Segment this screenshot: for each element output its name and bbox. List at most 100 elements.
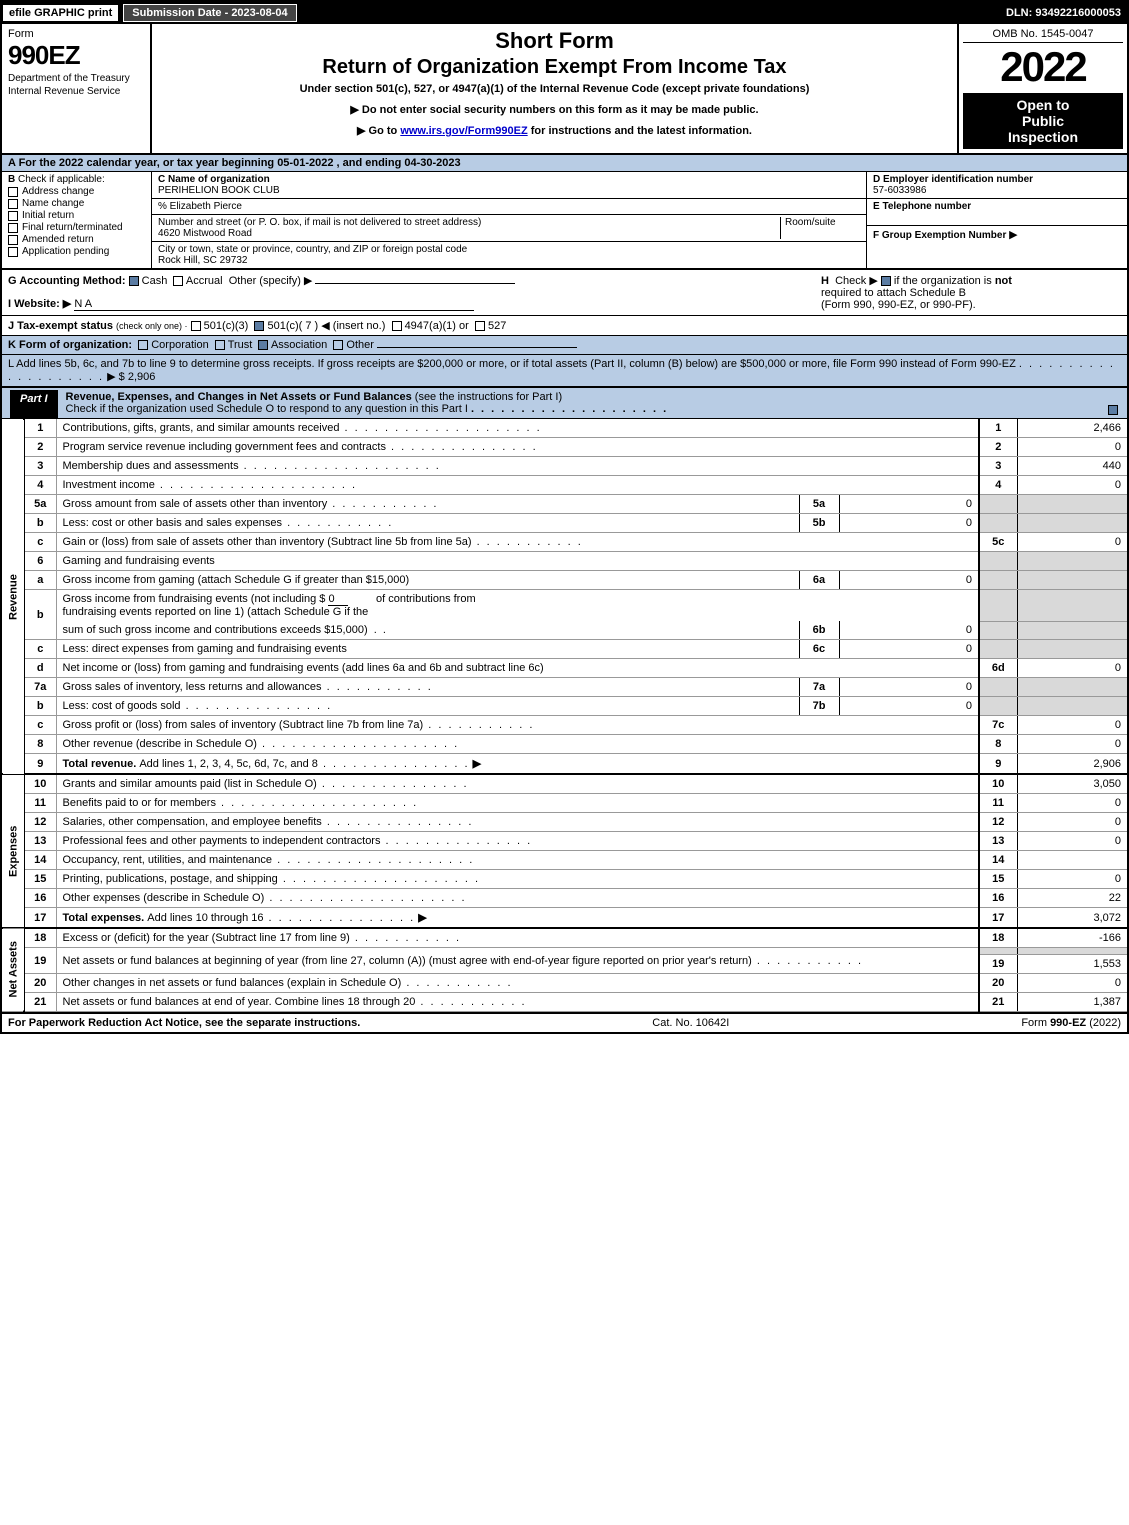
checkbox-accrual[interactable] — [173, 276, 183, 286]
checkbox-cash[interactable] — [129, 276, 139, 286]
checkbox-association[interactable] — [258, 340, 268, 350]
l6c-sv: 0 — [839, 640, 979, 659]
other-specify-field[interactable] — [315, 283, 515, 284]
l20-num: 20 — [24, 974, 56, 993]
line-11: 11 Benefits paid to or for members 11 0 — [2, 794, 1127, 813]
l18-val: -166 — [1017, 928, 1127, 948]
l13-num: 13 — [24, 832, 56, 851]
form-number: 990EZ — [8, 40, 144, 71]
l5a-rn-shaded — [979, 495, 1017, 514]
l4-num: 4 — [24, 476, 56, 495]
footer-right: Form 990-EZ (2022) — [1021, 1017, 1121, 1029]
form-header: Form 990EZ Department of the Treasury In… — [2, 24, 1127, 155]
l8-rn: 8 — [979, 735, 1017, 754]
l14-num: 14 — [24, 851, 56, 870]
l15-num: 15 — [24, 870, 56, 889]
l6b-num: b — [24, 590, 56, 640]
opt-initial-return: Initial return — [22, 210, 74, 221]
l12-num: 12 — [24, 813, 56, 832]
checkbox-4947[interactable] — [392, 321, 402, 331]
line-7b: b Less: cost of goods sold 7b 0 — [2, 697, 1127, 716]
l7c-num: c — [24, 716, 56, 735]
line-10: Expenses 10 Grants and similar amounts p… — [2, 774, 1127, 794]
checkbox-other-org[interactable] — [333, 340, 343, 350]
checkbox-address-change[interactable] — [8, 187, 18, 197]
line-3: 3 Membership dues and assessments 3 440 — [2, 457, 1127, 476]
l7b-sv: 0 — [839, 697, 979, 716]
irs-link[interactable]: www.irs.gov/Form990EZ — [400, 125, 527, 137]
l20-desc: Other changes in net assets or fund bala… — [63, 977, 402, 989]
row-j: J Tax-exempt status (check only one) · 5… — [2, 316, 1127, 336]
room-suite-label: Room/suite — [780, 217, 860, 239]
opt-association: Association — [271, 339, 327, 351]
city-label: City or town, state or province, country… — [158, 244, 860, 255]
l7a-desc: Gross sales of inventory, less returns a… — [63, 681, 322, 693]
opt-other-org: Other — [346, 339, 374, 351]
l7c-val: 0 — [1017, 716, 1127, 735]
l9-desc: Total revenue. — [63, 758, 140, 770]
l19-val: 1,553 — [1017, 955, 1127, 974]
l7a-sv: 0 — [839, 678, 979, 697]
l15-rn: 15 — [979, 870, 1017, 889]
line-1: Revenue 1 Contributions, gifts, grants, … — [2, 419, 1127, 438]
l5a-sn: 5a — [799, 495, 839, 514]
checkbox-schedule-b[interactable] — [881, 276, 891, 286]
checkbox-final-return[interactable] — [8, 223, 18, 233]
row-h-text4: required to attach Schedule B — [821, 287, 966, 299]
l7a-num: 7a — [24, 678, 56, 697]
checkbox-501c[interactable] — [254, 321, 264, 331]
part-1-tab: Part I — [10, 390, 58, 418]
line-6b-2: sum of such gross income and contributio… — [2, 621, 1127, 640]
l7b-sn: 7b — [799, 697, 839, 716]
footer-mid: Cat. No. 10642I — [652, 1017, 729, 1029]
l21-num: 21 — [24, 993, 56, 1012]
checkbox-527[interactable] — [475, 321, 485, 331]
column-c: C Name of organization PERIHELION BOOK C… — [152, 172, 867, 268]
other-org-field[interactable] — [377, 347, 577, 348]
l17-num: 17 — [24, 908, 56, 929]
col-f-arrow: ▶ — [1009, 229, 1017, 241]
netassets-label: Net Assets — [2, 928, 24, 1012]
opt-address-change: Address change — [22, 186, 94, 197]
l6d-desc: Net income or (loss) from gaming and fun… — [56, 659, 979, 678]
checkbox-application-pending[interactable] — [8, 247, 18, 257]
opt-501c3: 501(c)(3) — [204, 320, 249, 332]
checkbox-schedule-o[interactable] — [1108, 405, 1118, 415]
l13-rn: 13 — [979, 832, 1017, 851]
dept-treasury: Department of the Treasury — [8, 73, 144, 84]
column-b: B Check if applicable: Address change Na… — [2, 172, 152, 268]
l8-val: 0 — [1017, 735, 1127, 754]
open-line3: Inspection — [965, 129, 1121, 145]
row-k-label: K Form of organization: — [8, 339, 132, 351]
checkbox-amended-return[interactable] — [8, 235, 18, 245]
line-5c: c Gain or (loss) from sale of assets oth… — [2, 533, 1127, 552]
checkbox-501c3[interactable] — [191, 321, 201, 331]
checkbox-initial-return[interactable] — [8, 211, 18, 221]
checkbox-corporation[interactable] — [138, 340, 148, 350]
l13-desc: Professional fees and other payments to … — [63, 835, 381, 847]
omb-number: OMB No. 1545-0047 — [963, 28, 1123, 43]
line-20: 20 Other changes in net assets or fund b… — [2, 974, 1127, 993]
note-ssn: ▶ Do not enter social security numbers o… — [160, 103, 949, 116]
opt-final-return: Final return/terminated — [22, 222, 123, 233]
l5a-val-shaded — [1017, 495, 1127, 514]
column-def: D Employer identification number 57-6033… — [867, 172, 1127, 268]
checkbox-trust[interactable] — [215, 340, 225, 350]
col-e-label: E Telephone number — [873, 201, 1121, 212]
l19-rn: 19 — [979, 955, 1017, 974]
checkbox-name-change[interactable] — [8, 199, 18, 209]
line-4: 4 Investment income 4 0 — [2, 476, 1127, 495]
l6b-desc1: Gross income from fundraising events (no… — [63, 593, 326, 605]
efile-print-button[interactable]: efile GRAPHIC print — [2, 4, 119, 22]
submission-date-button[interactable]: Submission Date - 2023-08-04 — [123, 4, 296, 22]
line-15: 15 Printing, publications, postage, and … — [2, 870, 1127, 889]
website-value: N A — [74, 298, 474, 311]
l6-desc: Gaming and fundraising events — [56, 552, 979, 571]
l9-rn: 9 — [979, 754, 1017, 775]
opt-application-pending: Application pending — [22, 246, 109, 257]
footer: For Paperwork Reduction Act Notice, see … — [2, 1012, 1127, 1032]
line-6b-1: b Gross income from fundraising events (… — [2, 590, 1127, 622]
part-1-check-line: Check if the organization used Schedule … — [66, 403, 468, 415]
l6a-sn: 6a — [799, 571, 839, 590]
row-l-value: 2,906 — [128, 371, 156, 383]
